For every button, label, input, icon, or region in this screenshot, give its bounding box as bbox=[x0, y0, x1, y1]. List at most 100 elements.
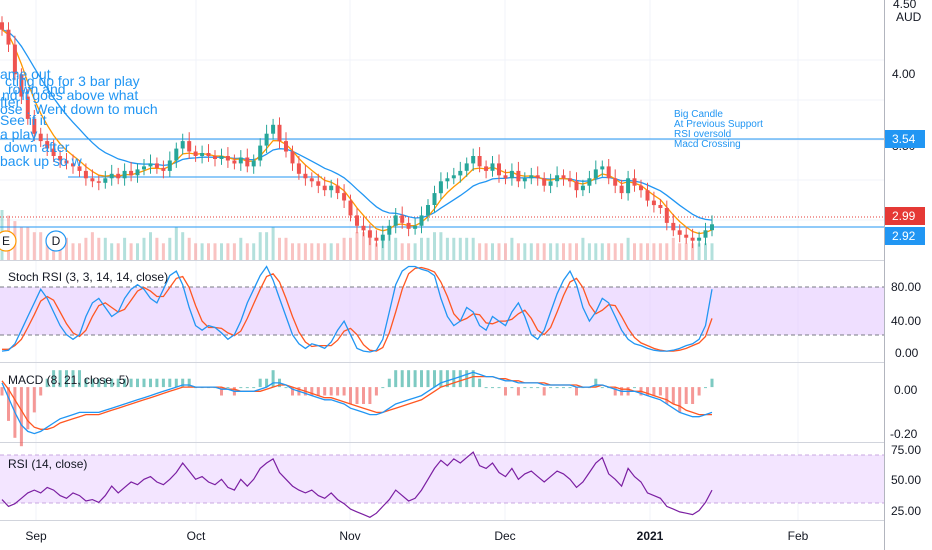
volume-bar bbox=[239, 237, 243, 260]
candle-body bbox=[103, 178, 108, 183]
macd-histogram-bar bbox=[161, 378, 165, 388]
macd-histogram-bar bbox=[39, 387, 43, 396]
candle-body bbox=[593, 169, 598, 179]
macd-histogram-bar bbox=[394, 370, 398, 388]
candle-body bbox=[574, 181, 579, 191]
candle-body bbox=[64, 160, 69, 164]
candle-body bbox=[303, 173, 308, 179]
volume-bar bbox=[297, 243, 301, 260]
candle-body bbox=[516, 170, 521, 182]
volume-bar bbox=[697, 243, 701, 260]
macd-histogram-bar bbox=[652, 387, 656, 396]
volume-bar bbox=[536, 243, 540, 260]
candle-body bbox=[645, 190, 650, 201]
macd-histogram-bar bbox=[355, 387, 359, 404]
macd-histogram-bar bbox=[497, 387, 501, 389]
candle-body bbox=[309, 178, 314, 182]
volume-bar bbox=[123, 237, 127, 260]
candle-body bbox=[387, 225, 392, 235]
volume-bar bbox=[704, 243, 707, 260]
macd-histogram-bar bbox=[568, 387, 572, 389]
macd-histogram-bar bbox=[536, 387, 540, 389]
price-label-292-text: 2.92 bbox=[892, 229, 916, 243]
volume-bar bbox=[671, 237, 675, 260]
volume-bar bbox=[26, 226, 30, 260]
candle-body bbox=[167, 160, 172, 171]
macd-histogram-bar bbox=[71, 370, 75, 388]
time-axis-label: 2021 bbox=[637, 529, 664, 543]
time-axis-label: Sep bbox=[25, 529, 47, 543]
volume-bar bbox=[626, 237, 630, 260]
candle-body bbox=[322, 185, 327, 191]
candle-body bbox=[600, 166, 605, 170]
stoch-d-line bbox=[2, 266, 713, 352]
volume-bar bbox=[136, 243, 139, 260]
left-text-note[interactable]: ame out cting up for 3 bar play rown and… bbox=[0, 66, 158, 169]
rsi-band bbox=[0, 455, 884, 503]
candle-body bbox=[703, 230, 708, 238]
candle-body bbox=[225, 156, 230, 161]
volume-bar bbox=[310, 243, 314, 260]
volume-bar bbox=[710, 243, 714, 260]
candle-body bbox=[677, 230, 682, 235]
candle-body bbox=[509, 170, 514, 179]
candle-body bbox=[484, 166, 489, 171]
macd-histogram-bar bbox=[310, 387, 314, 396]
volume-bar bbox=[484, 243, 488, 260]
candle-body bbox=[697, 237, 702, 241]
volume-bar bbox=[426, 237, 430, 260]
macd-histogram-bar bbox=[316, 387, 320, 396]
note-right-line: RSI oversold bbox=[674, 129, 731, 140]
rsi-line bbox=[1, 451, 713, 518]
volume-bar bbox=[103, 237, 107, 260]
volume-bar bbox=[245, 243, 249, 260]
macd-histogram-bar bbox=[665, 387, 669, 404]
volume-bar bbox=[678, 243, 682, 260]
candle-body bbox=[19, 74, 24, 97]
candle-body bbox=[316, 181, 321, 186]
macd-histogram-bar bbox=[110, 378, 114, 388]
volume-bar bbox=[97, 237, 101, 260]
candle-body bbox=[277, 124, 282, 142]
candle-body bbox=[606, 166, 611, 179]
candle-body bbox=[374, 237, 379, 241]
macd-histogram-bar bbox=[271, 370, 275, 388]
volume-bar bbox=[439, 232, 443, 260]
macd-histogram-bar bbox=[149, 378, 152, 388]
macd-histogram-bar bbox=[374, 387, 378, 396]
macd-histogram-bar bbox=[445, 370, 449, 388]
macd-histogram-bar bbox=[323, 387, 327, 396]
volume-bar bbox=[19, 226, 23, 260]
macd-histogram-bar bbox=[633, 387, 636, 389]
price-label-292: 2.92 bbox=[885, 227, 925, 245]
earnings-marker[interactable]: E bbox=[0, 230, 17, 252]
volume-bar bbox=[658, 243, 662, 260]
macd-histogram-bar bbox=[516, 387, 520, 396]
price-tick-400: 4.00 bbox=[892, 67, 916, 81]
macd-tick-0: 0.00 bbox=[894, 383, 918, 397]
ma-fast-line bbox=[1, 29, 713, 235]
candle-body bbox=[154, 163, 159, 168]
volume-bar bbox=[45, 237, 49, 260]
candle-body bbox=[290, 151, 295, 164]
volume-bar bbox=[504, 243, 507, 260]
candle-body bbox=[135, 169, 140, 176]
right-text-note[interactable]: Big Candle At Previous Support RSI overs… bbox=[674, 109, 763, 150]
time-axis-label: Dec bbox=[494, 529, 515, 543]
candle-body bbox=[187, 141, 192, 152]
macd-tick-neg020: -0.20 bbox=[890, 427, 918, 441]
volume-bar bbox=[329, 243, 333, 260]
candle-body bbox=[12, 44, 17, 75]
volume-bar bbox=[555, 243, 559, 260]
time-axis-label: Nov bbox=[339, 529, 360, 543]
time-axis[interactable]: Sep Oct Nov Dec 2021 Feb bbox=[25, 529, 808, 543]
candle-body bbox=[658, 205, 663, 208]
dividend-marker[interactable]: D bbox=[45, 230, 67, 252]
currency-label[interactable]: AUD bbox=[896, 10, 922, 24]
volume-bar bbox=[516, 243, 520, 260]
volume-bar bbox=[336, 243, 340, 260]
volume-bar bbox=[594, 243, 598, 260]
volume-bar bbox=[39, 232, 43, 260]
volume-bar bbox=[32, 232, 36, 260]
